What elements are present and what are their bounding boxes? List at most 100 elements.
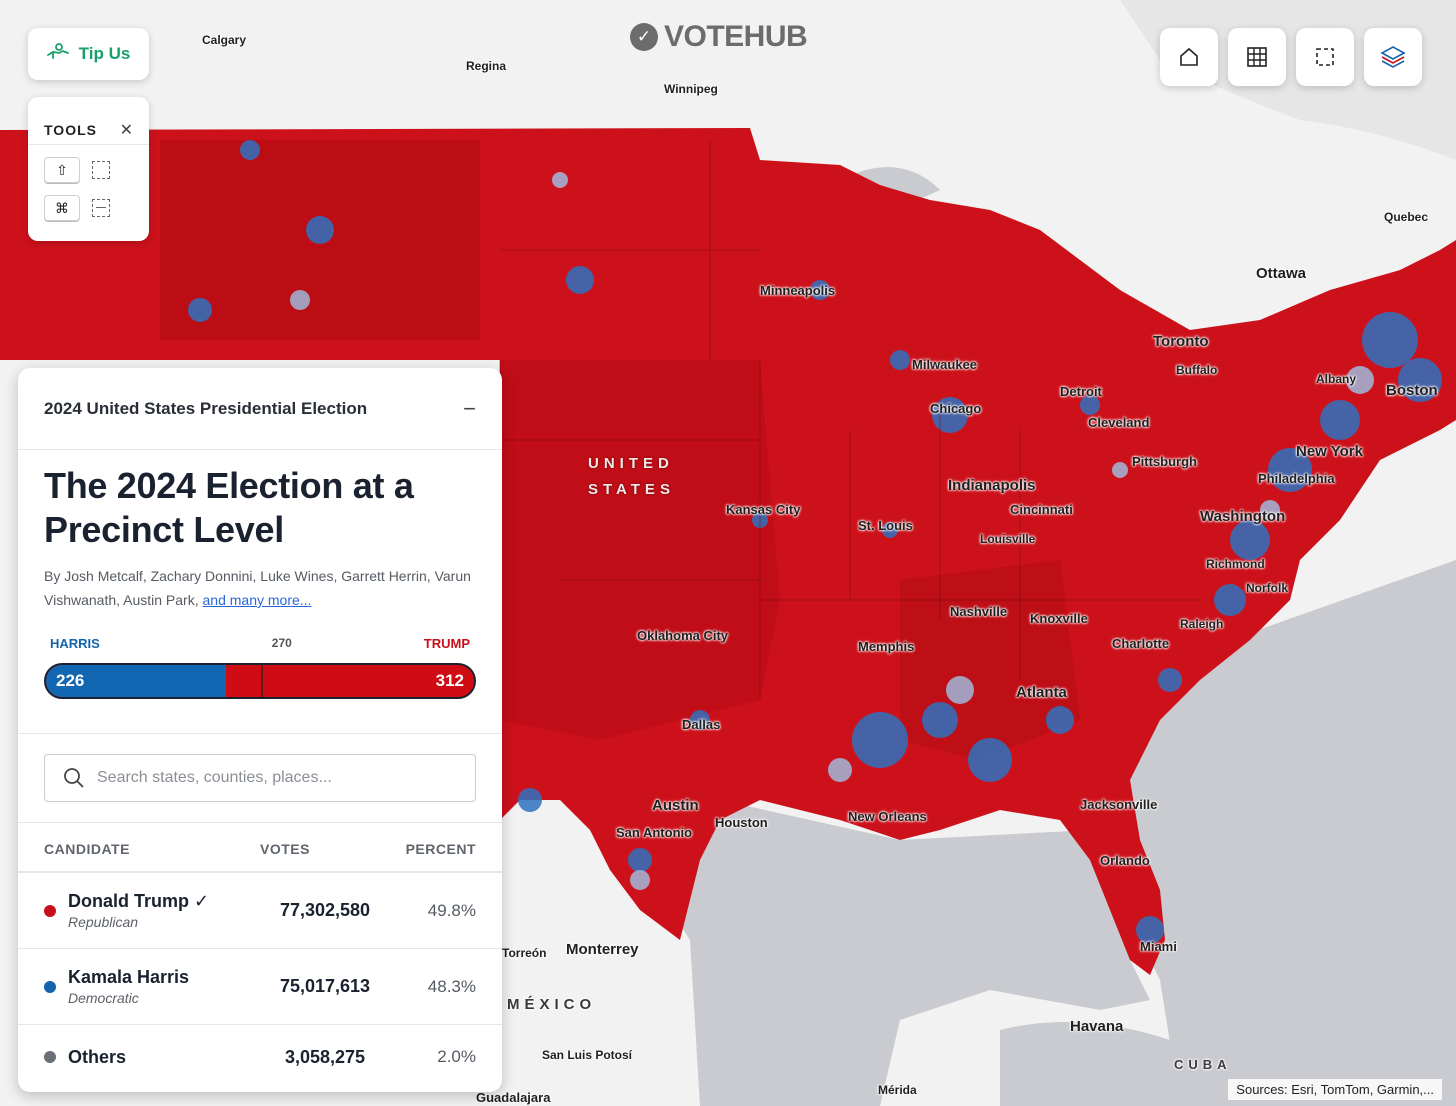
place-label: Kansas City [726,502,801,517]
panel-title: 2024 United States Presidential Election [44,398,368,418]
place-label: CUBA [1174,1057,1232,1072]
place-label: Louisville [980,532,1036,546]
layers-button[interactable] [1364,28,1422,86]
home-icon [1180,47,1198,66]
harris-label: HARRIS [50,636,100,651]
candidate-header[interactable]: CANDIDATE [44,841,130,857]
threshold-label: 270 [271,636,292,650]
table-row[interactable]: Others 3,058,275 2.0% [18,1025,502,1089]
place-label: Miami [1140,939,1177,954]
place-label: Richmond [1206,557,1265,571]
map-attribution: Sources: Esri, TomTom, Garmin,... [1228,1079,1442,1100]
party-color-dot [44,904,56,917]
place-label: Pittsburgh [1132,454,1197,469]
place-label: Winnipeg [664,82,718,96]
hand-money-icon [46,42,69,66]
place-label: Ottawa [1256,265,1307,282]
fullscreen-button[interactable] [1296,28,1354,86]
table-row[interactable]: Kamala Harris Democratic 75,017,613 48.3… [18,949,502,1025]
place-label: Cincinnati [1010,502,1073,517]
ev-labels: HARRIS 270 TRUMP [44,636,476,651]
vote-count: 3,058,275 [284,1046,366,1067]
place-label: Havana [1070,1018,1124,1035]
place-label: Knoxville [1030,611,1088,626]
place-label: Milwaukee [912,357,978,372]
vote-count: 75,017,613 [279,976,371,996]
place-label: San Luis Potosí [542,1048,633,1062]
box-deselect-icon[interactable] [92,199,110,217]
place-label: Dallas [682,717,721,732]
votes-header[interactable]: VOTES [260,841,310,857]
search-icon [64,768,84,788]
place-label: Oklahoma City [637,628,729,643]
place-label: Indianapolis [948,477,1036,494]
candidate-name: Donald Trump ✓ [68,891,210,911]
place-label: Norfolk [1246,581,1288,595]
place-label: St. Louis [858,518,913,533]
trump-ev: 312 [435,671,464,690]
cmd-key: ⌘ [44,195,80,221]
tip-us-label: Tip Us [78,44,131,63]
layers-icon [1380,46,1406,68]
election-panel: 2024 United States Presidential Election… [18,368,502,1092]
logo-text: VOTEHUB [664,20,808,53]
place-label: Detroit [1060,384,1102,399]
more-authors-link[interactable]: and many more... [202,592,312,608]
shift-key: ⇧ [44,157,80,183]
place-label: Torreón [502,946,547,960]
party-color-dot [44,980,56,993]
place-label: UNITED [588,455,674,472]
close-icon[interactable]: ✕ [119,121,133,139]
place-label: Regina [466,59,507,73]
electoral-vote-bar: 226 312 [44,663,476,699]
place-label: Chicago [930,401,982,416]
place-label: Houston [715,815,768,830]
tools-title: TOOLS [44,121,97,138]
threshold-marker [260,665,263,697]
candidate-name: Kamala Harris [68,967,190,987]
grid-button[interactable] [1228,28,1286,86]
place-label: Minneapolis [760,283,836,298]
party-color-dot [44,1051,56,1063]
vote-percent: 2.0% [437,1047,476,1066]
byline: By Josh Metcalf, Zachary Donnini, Luke W… [44,564,476,612]
divider [18,733,502,734]
place-label: New York [1296,443,1363,460]
search-box[interactable] [44,754,476,802]
candidate-party: Democratic [68,990,139,1006]
place-label: San Antonio [616,825,693,840]
place-label: STATES [588,481,675,498]
place-label: Austin [652,797,699,814]
place-label: Mérida [878,1083,917,1097]
search-input[interactable] [97,769,457,787]
minimize-icon[interactable]: − [463,395,476,421]
place-label: MÉXICO [507,996,597,1013]
place-label: Nashville [950,604,1008,619]
place-label: Monterrey [566,941,639,958]
place-label: Raleigh [1180,617,1224,631]
table-row[interactable]: Donald Trump ✓ Republican 77,302,580 49.… [18,873,502,949]
place-label: Jacksonville [1080,797,1158,812]
home-button[interactable] [1160,28,1218,86]
check-icon: ✓ [630,23,658,51]
place-label: Calgary [202,33,247,47]
harris-bar-fill [46,665,226,697]
table-header: CANDIDATE VOTES PERCENT [18,822,502,873]
candidate-party: Republican [68,914,139,930]
percent-header[interactable]: PERCENT [405,841,476,857]
place-label: New Orleans [848,809,927,824]
place-label: Cleveland [1088,415,1150,430]
place-label: Albany [1316,372,1357,386]
place-label: Boston [1386,382,1438,399]
place-label: Philadelphia [1258,471,1335,486]
votehub-logo: ✓ VOTEHUB [630,20,808,54]
vote-count: 77,302,580 [279,900,371,920]
place-label: Buffalo [1176,363,1218,377]
byline-text: By Josh Metcalf, Zachary Donnini, Luke W… [44,568,471,608]
fullscreen-icon [1316,48,1334,66]
candidate-name: Others [68,1046,127,1067]
grid-icon [1247,47,1267,67]
box-select-icon[interactable] [92,161,110,179]
tip-us-button[interactable]: Tip Us [28,28,149,80]
place-label: Charlotte [1112,636,1170,651]
